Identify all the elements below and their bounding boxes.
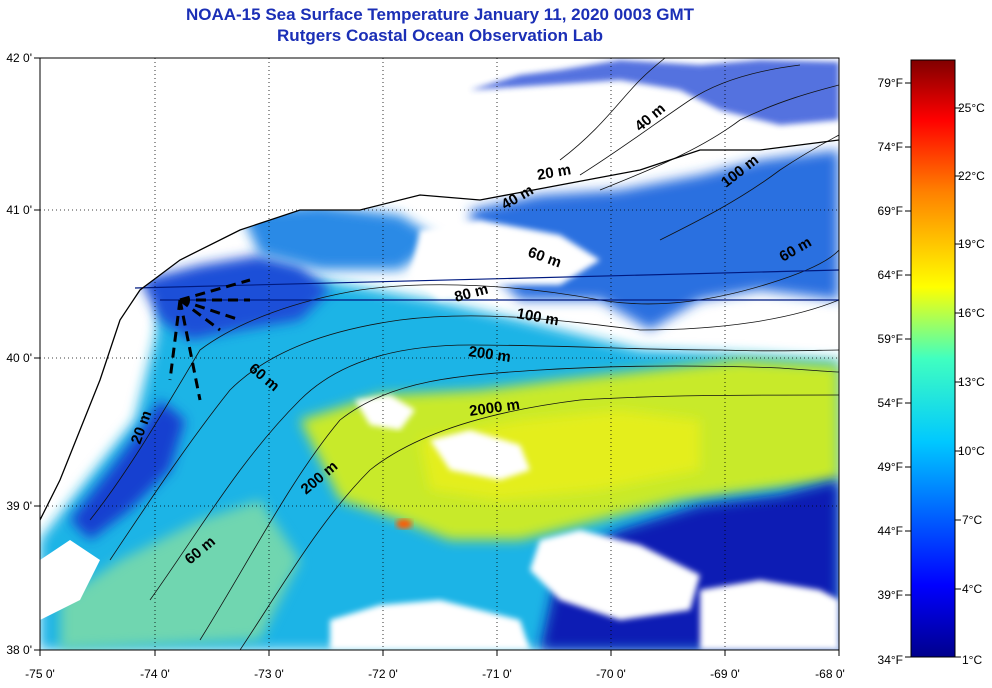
cloud-patch-6	[330, 600, 530, 650]
colorbar-f-label: 74°F	[878, 140, 903, 154]
lat-tick-label: 41 0'	[6, 203, 32, 217]
cold-water-nj-coast	[70, 400, 185, 540]
colorbar-f-label: 44°F	[878, 524, 903, 538]
cold-water-nearshore	[140, 255, 330, 340]
lat-tick-label: 38 0'	[6, 643, 32, 657]
colorbar: 79°F 74°F 69°F 64°F 59°F 54°F 49°F 44°F …	[878, 59, 985, 667]
contour-label: 200 m	[467, 343, 511, 366]
colorbar-f-label: 49°F	[878, 460, 903, 474]
lat-tick-label: 40 0'	[6, 351, 32, 365]
title-line-2: Rutgers Coastal Ocean Observation Lab	[277, 26, 603, 45]
colorbar-f-label: 64°F	[878, 268, 903, 282]
dashed-fan-lines	[168, 278, 251, 401]
lon-tick-label: -75 0'	[25, 667, 55, 681]
colorbar-c-label: 19°C	[958, 237, 985, 251]
cloud-patch-4	[530, 530, 700, 620]
colorbar-f-label: 69°F	[878, 204, 903, 218]
axis-ticks	[34, 57, 840, 656]
cloud-patch-3	[430, 430, 530, 480]
lon-tick-label: -71 0'	[482, 667, 512, 681]
colorbar-f-label: 34°F	[878, 653, 903, 667]
bathymetry-contours	[89, 58, 839, 650]
colorbar-c-label: 13°C	[958, 375, 985, 389]
colorbar-f-label: 39°F	[878, 588, 903, 602]
cold-water-georges	[470, 150, 839, 330]
longitude-labels: -75 0' -74 0' -73 0' -72 0' -71 0' -70 0…	[25, 667, 845, 681]
colorbar-f-label: 79°F	[878, 76, 903, 90]
lon-tick-label: -72 0'	[368, 667, 398, 681]
cloud-patch-5	[700, 580, 839, 650]
latitude-labels: 38 0' 39 0' 40 0' 41 0' 42 0'	[6, 51, 32, 657]
map-title: NOAA-15 Sea Surface Temperature January …	[0, 4, 880, 46]
land-region	[40, 58, 839, 520]
colorbar-c-label: 10°C	[958, 444, 985, 458]
title-line-1: NOAA-15 Sea Surface Temperature January …	[185, 5, 695, 24]
delaware-coast	[40, 540, 100, 620]
lat-tick-label: 39 0'	[6, 499, 32, 513]
colorbar-ticks	[905, 82, 961, 658]
warm-core-spot	[396, 519, 412, 529]
gulf-of-maine-water	[470, 60, 839, 125]
colorbar-f-label: 59°F	[878, 332, 903, 346]
colorbar-gradient	[910, 59, 956, 658]
sst-field	[40, 58, 839, 650]
lon-tick-label: -70 0'	[596, 667, 626, 681]
cold-water-long-island	[240, 205, 440, 270]
transect-lines	[134, 269, 839, 301]
lon-tick-label: -69 0'	[710, 667, 740, 681]
colorbar-c-label: 1°C	[962, 653, 982, 667]
colorbar-c-label: 16°C	[958, 306, 985, 320]
contour-label: 2000 m	[468, 396, 521, 420]
lat-tick-label: 42 0'	[6, 51, 32, 65]
colorbar-c-label: 7°C	[962, 513, 982, 527]
lon-tick-label: -68 0'	[815, 667, 845, 681]
cloud-patch-2	[355, 395, 415, 430]
lon-tick-label: -74 0'	[140, 667, 170, 681]
colorbar-c-label: 4°C	[962, 582, 982, 596]
shelf-water-region	[60, 500, 300, 650]
map-frame	[39, 57, 840, 651]
colorbar-f-label: 54°F	[878, 396, 903, 410]
lon-tick-label: -73 0'	[254, 667, 284, 681]
colorbar-c-label: 22°C	[958, 169, 985, 183]
graticule	[40, 58, 839, 650]
colorbar-c-label: 25°C	[958, 101, 985, 115]
contour-label: 20 m	[536, 161, 573, 184]
